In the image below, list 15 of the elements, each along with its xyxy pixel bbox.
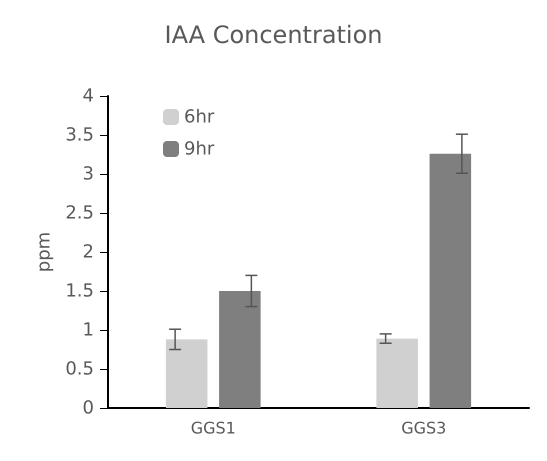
- chart-title: IAA Concentration: [164, 21, 382, 49]
- y-tick-label: 0: [82, 398, 94, 418]
- y-axis-title: ppm: [34, 232, 54, 272]
- legend-label: 6hr: [184, 106, 215, 128]
- x-tick-label: GGS1: [190, 418, 236, 438]
- y-tick-label: 1: [82, 320, 94, 340]
- legend-label: 9hr: [184, 138, 215, 160]
- x-tick-label: GGS3: [401, 418, 446, 438]
- y-tick-label: 4: [82, 86, 94, 106]
- y-tick-label: 0.5: [65, 358, 94, 380]
- y-tick-label: 3.5: [65, 124, 94, 146]
- y-tick-label: 2.5: [65, 202, 94, 224]
- y-tick-label: 1.5: [65, 280, 94, 302]
- y-tick-label: 2: [82, 242, 94, 262]
- y-tick-label: 3: [82, 164, 94, 184]
